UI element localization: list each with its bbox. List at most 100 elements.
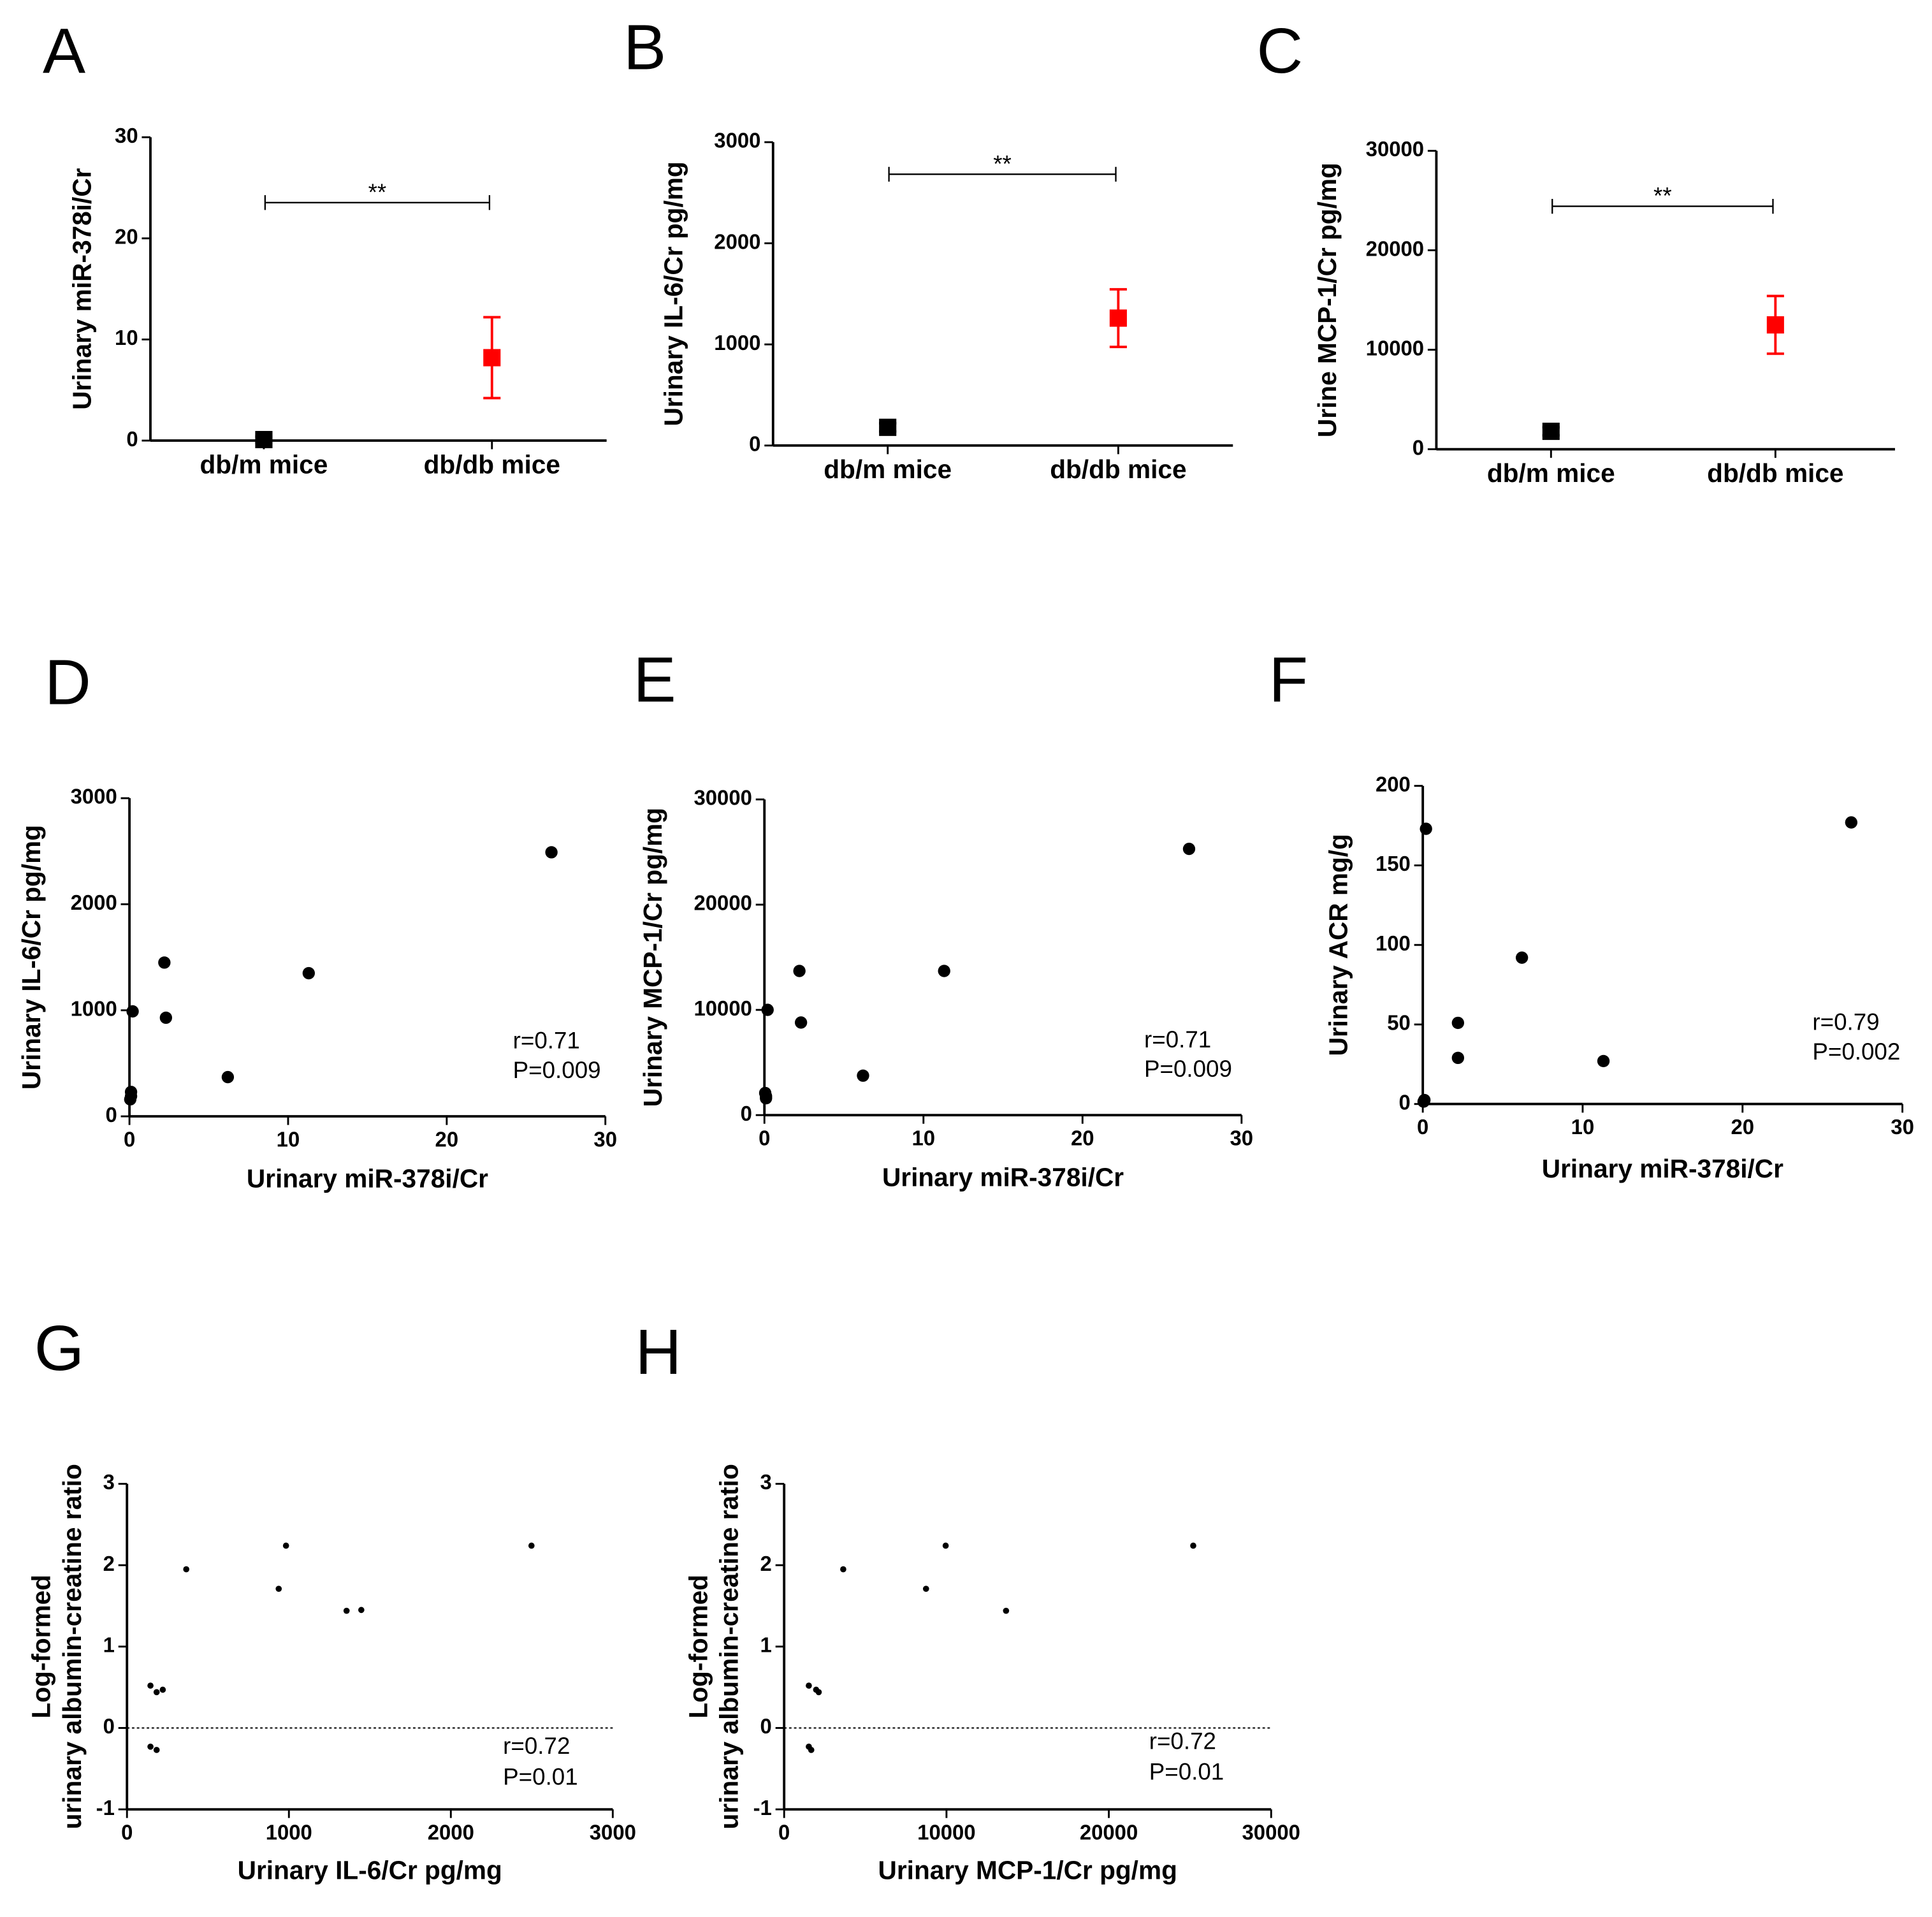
x-tick-label: 30 — [1891, 1115, 1914, 1139]
x-tick-label: 2000 — [428, 1821, 474, 1844]
y-tick-label: 1 — [760, 1633, 772, 1657]
point — [159, 1686, 166, 1693]
x-tick-label: 10 — [277, 1127, 300, 1151]
x-axis-label: Urinary miR-378i/Cr — [1542, 1154, 1783, 1183]
x-axis-label: Urinary miR-378i/Cr — [247, 1163, 488, 1193]
significance-bracket — [888, 166, 1117, 182]
x-tick-label: 10 — [1571, 1115, 1595, 1139]
point — [124, 1090, 138, 1103]
y-axis-label: Log-formed — [683, 1575, 713, 1719]
y-axis-label: Log-formed — [26, 1575, 55, 1719]
point — [153, 1747, 160, 1753]
y-tick-label: 0 — [126, 427, 138, 451]
significance-label: ** — [993, 150, 1012, 177]
panel-label: B — [623, 11, 666, 83]
significance-bracket — [1551, 198, 1774, 214]
x-tick-label: db/db mice — [1050, 455, 1186, 484]
stat-annotation: r=0.72 — [1149, 1728, 1216, 1754]
y-tick-label: 0 — [105, 1103, 117, 1126]
y-axis-label: urinary albumin-creatine ratio — [57, 1464, 87, 1829]
x-tick-label: 20 — [1071, 1126, 1094, 1150]
y-tick-label: 150 — [1376, 852, 1411, 875]
point — [794, 1016, 808, 1029]
y-tick-label: 3 — [760, 1470, 772, 1494]
x-tick-label: 3000 — [590, 1821, 636, 1844]
point — [760, 1090, 773, 1103]
y-tick-label: 2 — [103, 1552, 115, 1575]
x-tick-label: 30000 — [1242, 1821, 1300, 1844]
y-tick-label: 2 — [760, 1552, 772, 1575]
stat-annotation: P=0.002 — [1812, 1039, 1900, 1065]
point — [1451, 1016, 1464, 1030]
point — [1420, 822, 1432, 835]
x-tick-label: db/m mice — [200, 449, 328, 479]
stat-annotation: r=0.72 — [503, 1733, 570, 1759]
mean-marker — [483, 349, 501, 367]
x-tick-label: 10000 — [917, 1821, 975, 1844]
point — [761, 1003, 774, 1016]
stat-annotation: P=0.009 — [1144, 1056, 1232, 1082]
x-tick-label: 30 — [1230, 1126, 1254, 1150]
y-axis-label: Urinary ACR mg/g — [1323, 834, 1353, 1056]
y-axis-label: urinary albumin-creatine ratio — [715, 1464, 744, 1829]
point — [793, 965, 806, 977]
point — [302, 966, 315, 980]
y-tick-label: 30000 — [694, 786, 752, 810]
x-tick-label: 20 — [1731, 1115, 1754, 1139]
point — [815, 1689, 822, 1696]
point — [1845, 816, 1857, 829]
mean-marker — [1542, 423, 1560, 441]
point — [358, 1607, 365, 1614]
stat-annotation: r=0.71 — [513, 1028, 580, 1054]
point — [1451, 1051, 1464, 1065]
y-tick-label: -1 — [753, 1796, 772, 1819]
mean-marker — [1766, 316, 1784, 334]
y-tick-label: 10000 — [694, 996, 752, 1020]
y-tick-label: 20000 — [1366, 237, 1424, 260]
x-tick-label: 0 — [121, 1821, 133, 1844]
significance-label: ** — [368, 179, 387, 205]
x-tick-label: 20000 — [1080, 1821, 1138, 1844]
point — [922, 1585, 929, 1593]
y-tick-label: 1 — [103, 1633, 115, 1657]
y-tick-label: 20000 — [694, 891, 752, 915]
mean-marker — [255, 430, 273, 449]
y-axis-label: Urine MCP-1/Cr pg/mg — [1312, 163, 1342, 437]
y-tick-label: 3 — [103, 1470, 115, 1494]
x-tick-label: 0 — [1417, 1115, 1428, 1139]
y-tick-label: 10000 — [1366, 336, 1424, 360]
panel-label: D — [45, 647, 91, 718]
mean-marker — [1109, 309, 1127, 327]
panel-label: E — [634, 645, 676, 716]
y-tick-label: 1000 — [714, 331, 760, 354]
point — [1515, 951, 1529, 964]
y-tick-label: 0 — [1413, 435, 1424, 459]
x-tick-label: 20 — [435, 1127, 459, 1151]
panel-label: G — [34, 1313, 84, 1384]
x-tick-label: 0 — [759, 1126, 770, 1150]
panel-label: F — [1269, 645, 1308, 716]
x-tick-label: db/db mice — [424, 449, 560, 479]
point — [159, 1011, 173, 1024]
point — [1418, 1093, 1431, 1107]
y-tick-label: 10 — [115, 326, 138, 349]
y-axis-label: Urinary MCP-1/Cr pg/mg — [638, 808, 667, 1107]
point — [147, 1744, 154, 1750]
significance-bracket — [264, 195, 491, 210]
panel-label: H — [636, 1316, 682, 1388]
y-tick-label: 0 — [741, 1102, 752, 1125]
point — [528, 1542, 535, 1549]
y-axis-label: Urinary IL-6/Cr pg/mg — [659, 161, 688, 426]
point — [545, 846, 558, 859]
point — [275, 1585, 282, 1593]
x-axis-label: Urinary miR-378i/Cr — [882, 1162, 1124, 1192]
y-tick-label: 30 — [115, 124, 138, 147]
x-tick-label: db/m mice — [1487, 458, 1615, 488]
point — [1182, 842, 1196, 856]
x-tick-label: 30 — [593, 1127, 617, 1151]
y-tick-label: 2000 — [714, 230, 760, 253]
point — [806, 1682, 812, 1689]
point — [1190, 1542, 1196, 1549]
point — [147, 1682, 154, 1689]
